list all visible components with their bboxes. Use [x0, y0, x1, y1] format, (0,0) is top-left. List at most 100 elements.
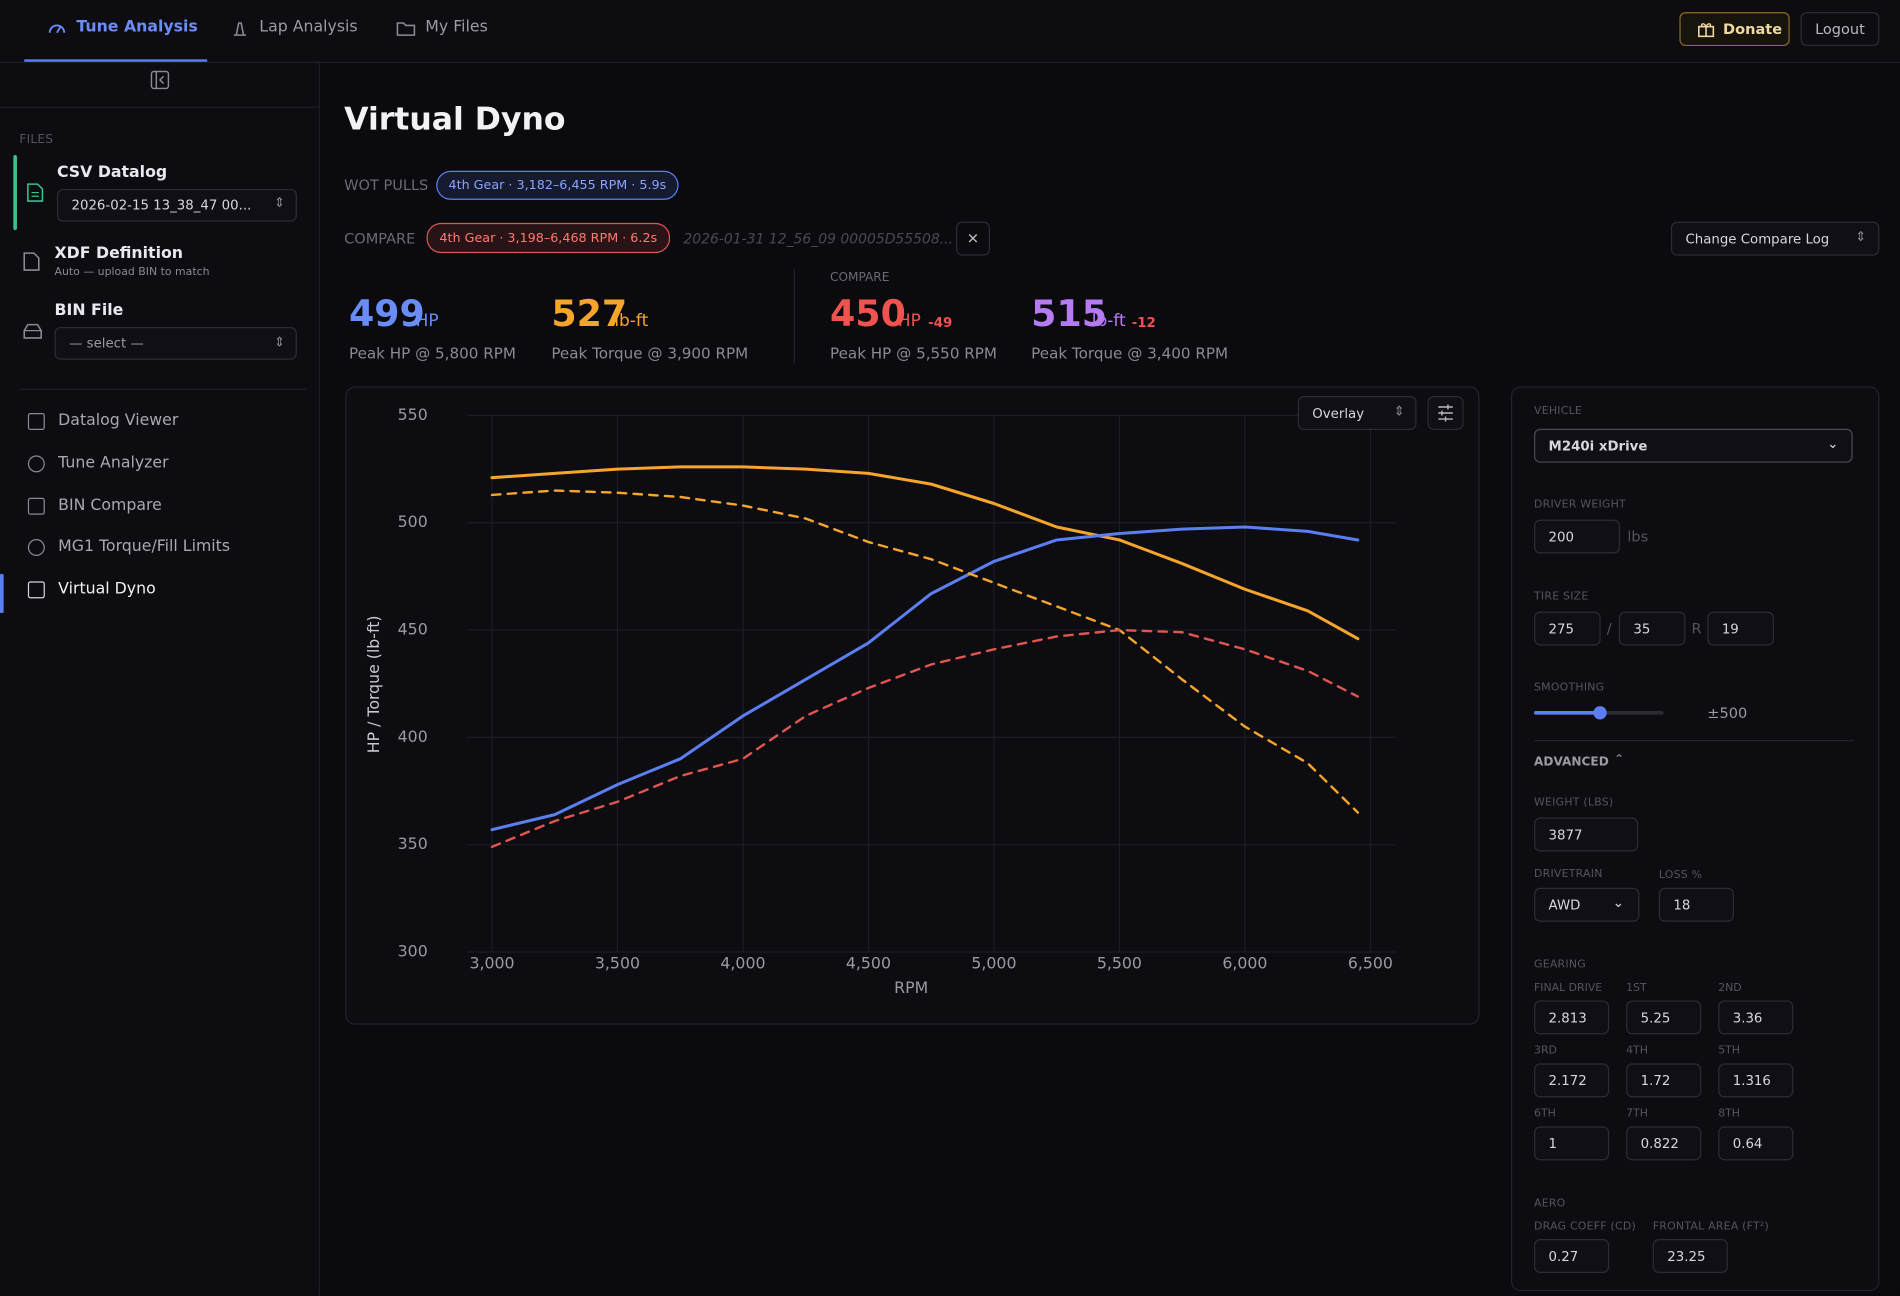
nav-tab[interactable]: My Files [425, 18, 488, 37]
slider-fill [1534, 710, 1600, 715]
gear-input[interactable]: 2.813 [1534, 1000, 1610, 1035]
rim-input[interactable]: 19 [1707, 611, 1774, 646]
gear-input[interactable]: 2.172 [1534, 1063, 1610, 1098]
field-label: AERO [1534, 1197, 1566, 1210]
field-label: 2ND [1718, 982, 1742, 995]
gear-input[interactable]: 0.822 [1626, 1126, 1702, 1161]
gear-input[interactable]: 3.36 [1718, 1000, 1794, 1035]
menu-item[interactable]: Tune Analyzer [58, 454, 169, 473]
loss-input[interactable]: 18 [1658, 887, 1734, 922]
driver-weight-input[interactable]: 200 [1534, 519, 1621, 554]
gear-input[interactable]: 0.64 [1718, 1126, 1794, 1161]
file-icon [27, 183, 44, 202]
field-label: 7TH [1626, 1108, 1648, 1121]
file-title: BIN File [54, 301, 124, 320]
select-arrow: ⇕ [273, 195, 286, 211]
donate-button[interactable] [1679, 12, 1790, 47]
gear-input[interactable]: 1.316 [1718, 1063, 1794, 1098]
menu-item[interactable]: Virtual Dyno [58, 580, 156, 599]
section-label: COMPARE [830, 271, 890, 285]
y-tick-label: 300 [398, 942, 428, 961]
menu-item[interactable]: BIN Compare [58, 496, 162, 515]
csv-select[interactable]: 2026-02-15 13_38_47 00... [56, 188, 297, 222]
divider [793, 268, 795, 364]
drag-input[interactable]: 0.27 [1534, 1239, 1610, 1273]
gear-input[interactable]: 1.72 [1626, 1063, 1702, 1098]
active-indicator [0, 574, 4, 613]
divider [1534, 740, 1854, 742]
file-icon [23, 252, 40, 271]
menu-icon [27, 581, 45, 599]
field-label: VEHICLE [1534, 405, 1583, 418]
x-tick-label: 3,500 [595, 954, 640, 973]
separator: R [1691, 620, 1702, 638]
data-line [490, 465, 1360, 641]
change-compare-select[interactable]: Change Compare Log [1670, 221, 1880, 256]
stat-caption: Peak HP @ 5,550 RPM [830, 343, 998, 363]
y-tick-label: 450 [398, 620, 428, 639]
field-label: 6TH [1534, 1108, 1556, 1121]
gear-input[interactable]: 1 [1534, 1126, 1610, 1161]
nav-tab[interactable]: Lap Analysis [259, 18, 358, 37]
nav-tab[interactable]: Tune Analysis [76, 18, 198, 37]
y-tick-label: 350 [398, 834, 428, 853]
menu-icon [27, 538, 45, 556]
top-bar [0, 0, 1900, 63]
donate-label: Donate [1723, 20, 1783, 38]
field-label: FINAL DRIVE [1534, 982, 1603, 995]
field-label: 8TH [1718, 1108, 1741, 1121]
overlay-select[interactable]: Overlay [1297, 396, 1417, 430]
slider-thumb[interactable] [1593, 706, 1607, 720]
clear-compare-button[interactable]: ✕ [956, 221, 990, 256]
field-label: SMOOTHING [1534, 681, 1605, 695]
data-line [490, 628, 1360, 849]
drivetrain-select[interactable]: AWD [1534, 887, 1640, 922]
section-label: COMPARE [344, 230, 416, 248]
slider-value: ±500 [1707, 704, 1748, 722]
logout-button[interactable]: Logout [1800, 12, 1880, 47]
menu-item[interactable]: Datalog Viewer [58, 411, 179, 430]
select-arrow: ⌄ [1612, 895, 1624, 911]
field-label: WEIGHT (LBS) [1534, 796, 1614, 810]
stat-delta: -12 [1131, 314, 1156, 331]
bin-select[interactable]: — select — [54, 327, 297, 360]
tire-width-input[interactable]: 275 [1534, 611, 1601, 646]
active-tab-underline [24, 59, 208, 62]
y-tick-label: 500 [398, 512, 428, 531]
sidebar [0, 62, 320, 1296]
frontal-input[interactable]: 23.25 [1652, 1239, 1728, 1273]
y-tick-label: 400 [398, 727, 428, 746]
advanced-toggle[interactable]: ADVANCED [1534, 755, 1609, 770]
chart-card [345, 386, 1480, 1025]
menu-icon [27, 413, 45, 430]
collapse-button[interactable] [150, 70, 170, 90]
menu-item[interactable]: MG1 Torque/Fill Limits [58, 537, 231, 556]
section-label: FILES [19, 133, 54, 147]
page-title: Virtual Dyno [344, 101, 566, 139]
vehicle-select[interactable]: M240i xDrive [1534, 428, 1853, 463]
x-tick-label: 3,000 [469, 954, 514, 973]
tire-aspect-input[interactable]: 35 [1618, 611, 1686, 646]
x-tick-label: 6,000 [1222, 954, 1267, 973]
field-label: 3RD [1534, 1045, 1557, 1058]
x-tick-label: 5,000 [971, 954, 1016, 973]
field-label: 5TH [1718, 1045, 1741, 1058]
weight-input[interactable]: 3877 [1534, 817, 1639, 852]
field-label: 4TH [1626, 1045, 1648, 1058]
settings-button[interactable] [1427, 396, 1464, 430]
compare-pill[interactable]: 4th Gear · 3,198–6,468 RPM · 6.2s [426, 222, 671, 254]
stat-unit: HP [897, 311, 921, 331]
data-line [490, 489, 1360, 814]
file-title: XDF Definition [54, 244, 184, 263]
y-axis-title: HP / Torque (lb-ft) [364, 615, 383, 753]
stat-value: 499 [348, 293, 425, 336]
tab-icon [233, 22, 246, 36]
gear-input[interactable]: 5.25 [1626, 1000, 1702, 1035]
field-label: 1ST [1626, 982, 1647, 995]
field-label: GEARING [1534, 959, 1586, 972]
wot-pill[interactable]: 4th Gear · 3,182–6,455 RPM · 5.9s [436, 170, 679, 200]
stat-unit: lb-ft [1091, 311, 1126, 331]
compare-file: 2026-01-31 12_56_09 00005D55508... [683, 230, 954, 248]
file-title: CSV Datalog [56, 163, 168, 182]
section-label: WOT PULLS [344, 176, 429, 194]
